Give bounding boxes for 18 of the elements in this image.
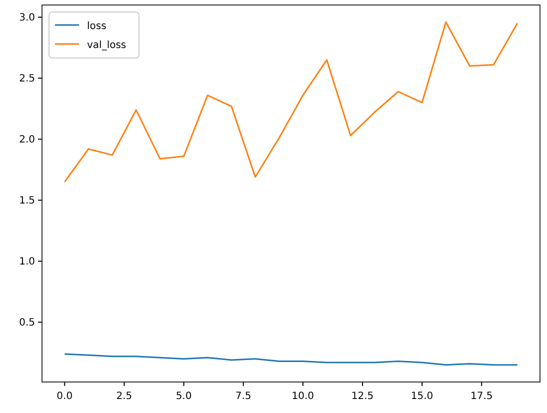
y-tick-label: 1.5 [19, 196, 35, 207]
legend-label: loss [87, 21, 106, 32]
x-tick-label: 15.0 [410, 391, 434, 402]
line-series [64, 353, 518, 366]
y-tick-label: 0.5 [19, 318, 35, 329]
x-tick-label: 10.0 [292, 391, 314, 402]
y-tick-label: 2.5 [19, 74, 35, 85]
legend-label: val_loss [87, 40, 126, 51]
line-series [64, 21, 518, 183]
y-tick-label: 2.0 [19, 134, 35, 146]
x-tick-label: 7.5 [235, 391, 252, 402]
x-tick-label: 17.5 [470, 391, 493, 402]
x-tick-label: 0.0 [56, 391, 73, 402]
x-tick-label: 5.0 [176, 391, 192, 402]
y-tick-label: 3.0 [19, 12, 35, 24]
x-tick-label: 2.5 [116, 391, 132, 402]
x-tick-label: 12.5 [351, 391, 374, 402]
y-tick-label: 1.0 [19, 256, 35, 268]
